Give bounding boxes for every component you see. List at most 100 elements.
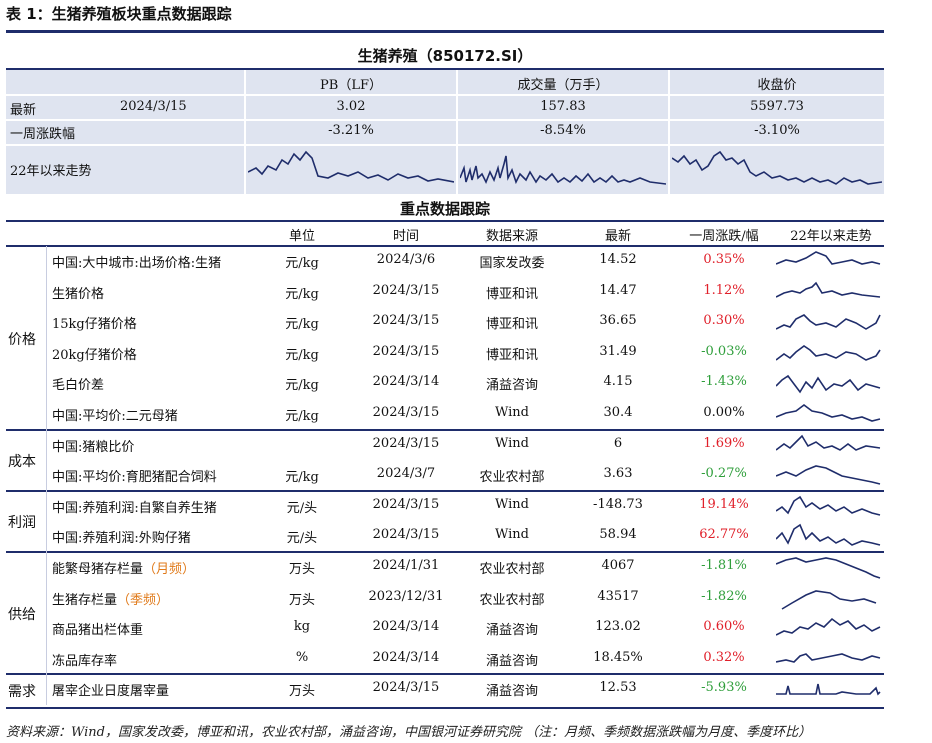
sector-divider (6, 94, 884, 96)
metric-unit: 万头 (288, 684, 315, 700)
metric-latest: 6 (613, 435, 623, 451)
group-column-divider (46, 246, 47, 705)
volume-trend-sparkline (460, 155, 666, 185)
metric-trend-sparkline (776, 404, 881, 422)
metric-source: 博亚和讯 (485, 286, 538, 302)
col-header-date: 时间 (392, 229, 419, 244)
metric-latest: 4.15 (603, 374, 633, 390)
metric-latest: 3.63 (603, 466, 633, 482)
row-divider (50, 459, 884, 461)
row-divider (50, 336, 884, 338)
group-divider (6, 673, 884, 676)
frequency-tag: （月频） (143, 562, 196, 577)
metric-trend-sparkline (776, 684, 881, 696)
metric-trend-sparkline (776, 314, 881, 331)
sector-col-separator (244, 70, 246, 194)
metric-source: 农业农村部 (479, 470, 545, 486)
metric-date: 2024/3/6 (376, 252, 436, 267)
metric-name-text: 能繁母猪存栏量 (52, 562, 144, 577)
metric-trend-sparkline (776, 281, 881, 298)
frequency-tag: （季频） (117, 592, 170, 608)
sector-title-rule (6, 68, 884, 70)
metric-change: -0.27% (701, 466, 747, 482)
trend-label: 22年以来走势 (10, 164, 92, 179)
metric-name: 冻品库存率 (52, 653, 118, 669)
metric-source: Wind (495, 527, 529, 543)
metric-unit: 元/头 (286, 531, 318, 547)
metric-latest: 14.47 (599, 282, 637, 298)
group-label: 价格 (8, 331, 36, 348)
metric-change: 1.12% (703, 282, 745, 298)
week-volume: -8.54% (540, 123, 586, 138)
table-caption: 表 1：生猪养殖板块重点数据跟踪 (6, 5, 232, 23)
latest-close: 5597.73 (750, 99, 804, 114)
metric-latest: 18.45% (593, 649, 643, 665)
metric-date: 2024/3/15 (372, 496, 440, 512)
metric-trend-sparkline (776, 524, 881, 547)
metric-name: 中国:养殖利润:自繁自养生猪 (52, 500, 217, 516)
metric-source: 涌益咨询 (485, 378, 538, 394)
group-label: 利润 (8, 515, 36, 532)
row-divider (50, 306, 884, 308)
metric-trend-sparkline (776, 652, 881, 663)
metric-date: 2024/3/15 (372, 405, 440, 420)
key-title-rule (6, 220, 884, 222)
metric-date: 2024/3/15 (372, 282, 440, 298)
metric-trend-sparkline (776, 557, 881, 579)
metric-latest: 4067 (601, 558, 635, 573)
metric-change: -0.03% (701, 343, 747, 359)
metric-trend-sparkline (776, 465, 881, 485)
caption-rule (6, 30, 884, 33)
metric-unit: 元/kg (285, 317, 319, 333)
metric-unit: 元/kg (285, 470, 319, 486)
sector-col-separator (456, 70, 458, 194)
metric-change: 19.14% (699, 496, 749, 512)
group-label: 供给 (8, 607, 36, 624)
metric-change: -1.81% (701, 558, 747, 573)
metric-date: 2024/3/15 (372, 343, 440, 359)
metric-trend-sparkline (776, 618, 881, 636)
group-label: 需求 (8, 683, 36, 700)
row-divider (50, 612, 884, 614)
group-divider (6, 489, 884, 492)
source-note: 资料来源：Wind，国家发改委，博亚和讯，农业农村部，涌益咨询，中国银河证券研究… (6, 725, 812, 740)
metric-change: 1.69% (703, 435, 745, 451)
metric-date: 2024/3/15 (372, 680, 440, 696)
row-divider (50, 367, 884, 369)
metric-trend-sparkline (776, 251, 881, 265)
latest-pb: 3.02 (336, 99, 366, 114)
key-title: 重点数据跟踪 (399, 200, 490, 218)
sector-divider (6, 144, 884, 146)
week-close: -3.10% (754, 123, 800, 138)
metric-trend-sparkline (776, 344, 881, 361)
metric-date: 2023/12/31 (368, 588, 444, 604)
col-header-change: 一周涨跌/幅 (689, 229, 759, 244)
sector-title: 生猪养殖（850172.SI） (357, 47, 533, 65)
metric-unit: 元/kg (285, 256, 319, 271)
latest-date: 2024/3/15 (120, 99, 187, 114)
metric-date: 2024/3/15 (372, 435, 440, 451)
sector-col-separator (668, 70, 670, 194)
metric-trend-sparkline (776, 434, 881, 451)
metric-name: 能繁母猪存栏量（月频） (52, 558, 195, 577)
latest-label: 最新 (10, 103, 37, 118)
metric-unit: 元/kg (285, 286, 319, 302)
metric-source: Wind (495, 435, 529, 451)
metric-source: 涌益咨询 (485, 623, 538, 639)
col-header-latest: 最新 (604, 229, 631, 244)
metric-name: 中国:大中城市:出场价格:生猪 (52, 256, 222, 271)
metric-trend-sparkline (776, 375, 881, 394)
metric-name: 中国:平均价:二元母猪 (52, 409, 178, 424)
metric-change: -1.82% (701, 588, 747, 604)
metric-latest: 12.53 (599, 680, 637, 696)
metric-change: 0.35% (703, 252, 745, 267)
metric-name: 屠宰企业日度屠宰量 (52, 684, 170, 700)
metric-latest: 31.49 (599, 343, 637, 359)
latest-volume: 157.83 (540, 99, 586, 114)
header-volume: 成交量（万手） (517, 78, 609, 93)
metric-latest: 123.02 (595, 619, 641, 635)
metric-source: 农业农村部 (479, 562, 545, 577)
metric-name: 毛白价差 (52, 378, 105, 394)
header-close: 收盘价 (757, 78, 797, 93)
metric-source: 国家发改委 (479, 256, 545, 271)
